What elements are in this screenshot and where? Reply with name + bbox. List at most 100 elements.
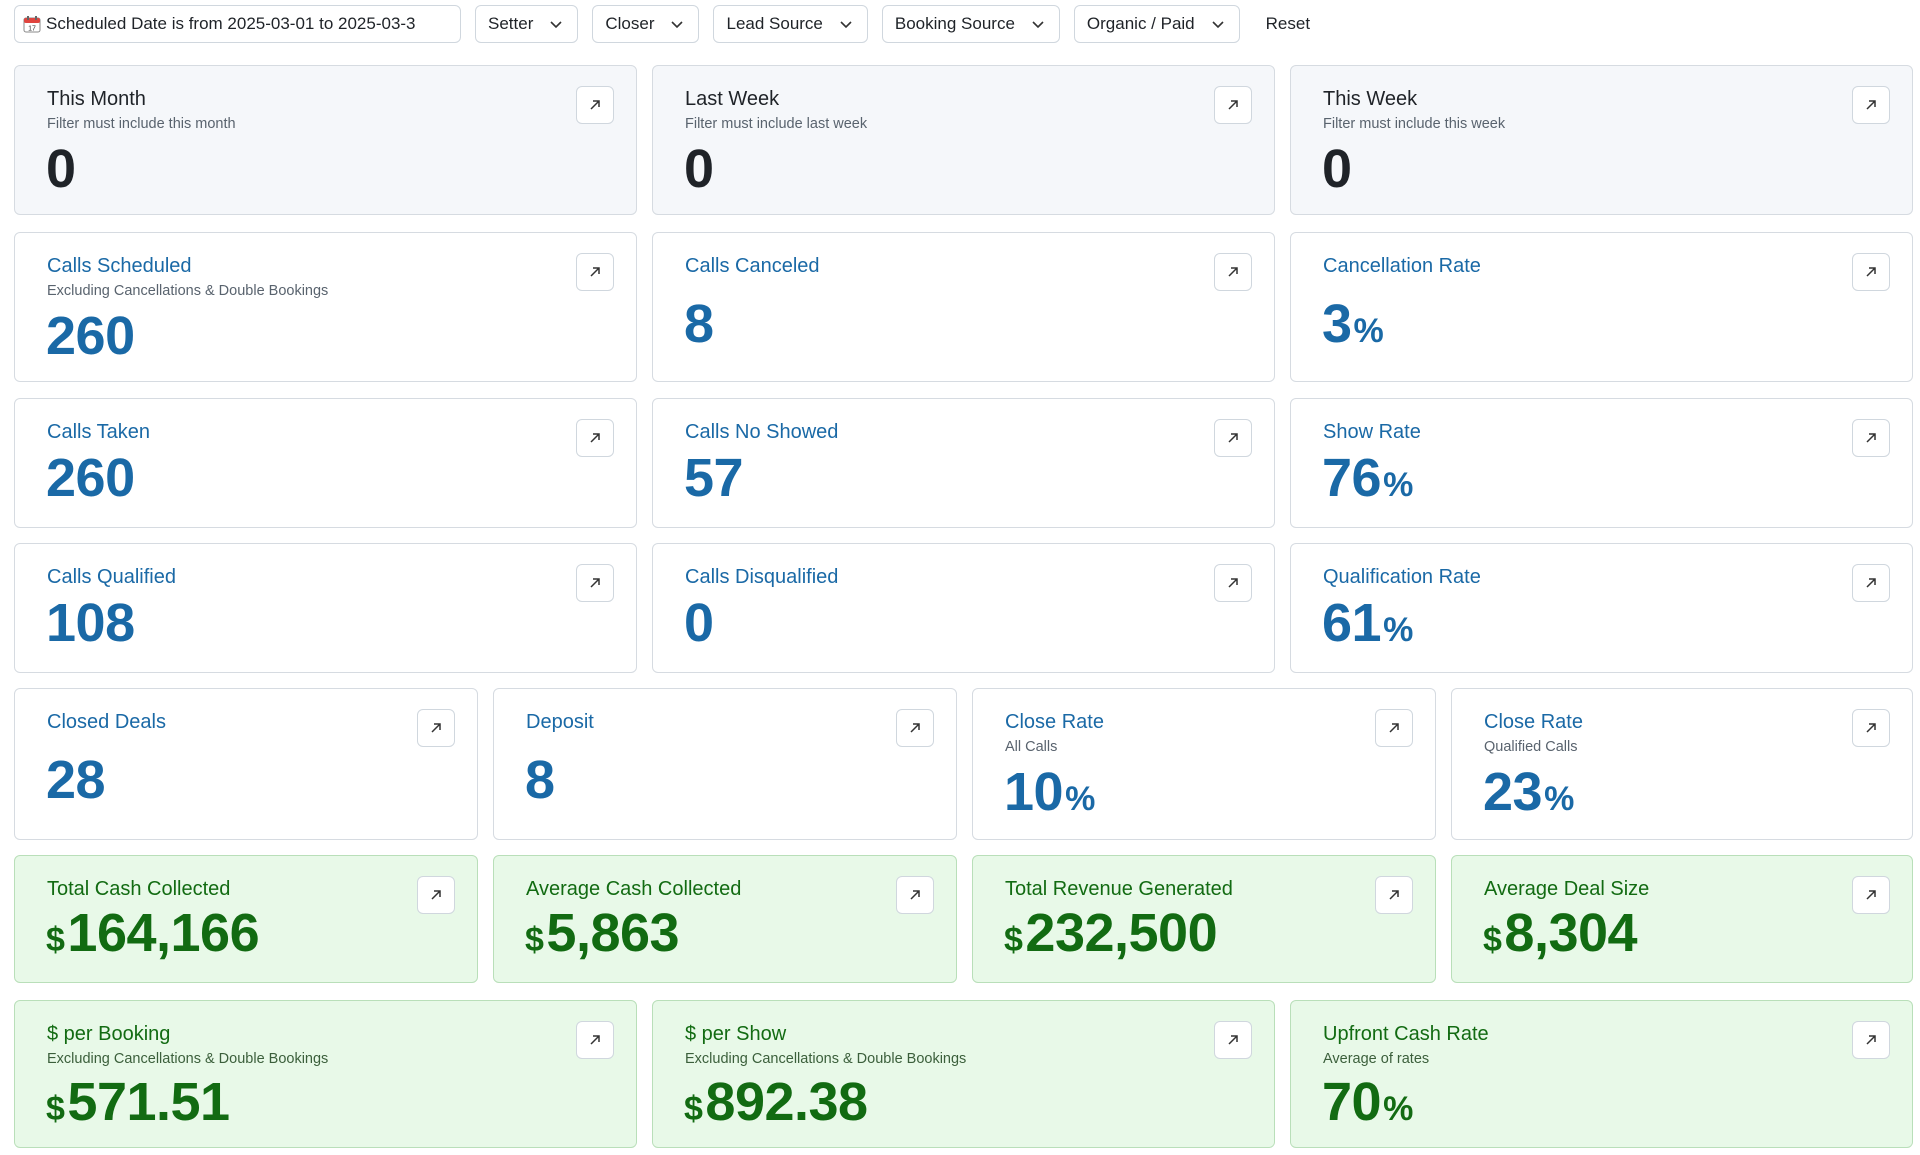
card-show-rate: Show Rate 76% <box>1290 398 1913 528</box>
open-card-button[interactable] <box>896 876 934 914</box>
currency-symbol: $ <box>1483 921 1502 959</box>
open-card-button[interactable] <box>896 709 934 747</box>
card-last-week: Last Week Filter must include last week … <box>652 65 1275 215</box>
arrow-up-right-icon <box>1866 723 1876 733</box>
card-title: Calls Disqualified <box>685 566 839 588</box>
percent-unit: % <box>1065 780 1095 818</box>
open-card-button[interactable] <box>1214 564 1252 602</box>
organic-paid-filter-label: Organic / Paid <box>1086 14 1195 33</box>
arrow-up-right-icon <box>1228 267 1238 277</box>
card-title: Average Cash Collected <box>526 878 742 900</box>
currency-symbol: $ <box>1004 921 1023 959</box>
card-total-cash-collected: Total Cash Collected $164,166 <box>14 855 478 983</box>
currency-symbol: $ <box>46 1090 65 1128</box>
arrow-up-right-icon <box>590 433 600 443</box>
setter-filter[interactable]: Setter <box>475 5 579 43</box>
value-number: 76 <box>1322 448 1382 508</box>
chevron-down-icon <box>550 21 562 29</box>
open-card-button[interactable] <box>576 419 614 457</box>
card-value: 0 <box>1322 139 1352 199</box>
card-value: $5,863 <box>525 906 680 960</box>
card-title: Close Rate <box>1484 711 1583 733</box>
percent-unit: % <box>1544 780 1574 818</box>
open-card-button[interactable] <box>576 86 614 124</box>
arrow-up-right-icon <box>1228 433 1238 443</box>
calendar-icon: 17 <box>23 16 41 33</box>
card-value: 28 <box>46 750 106 810</box>
open-card-button[interactable] <box>417 709 455 747</box>
arrow-up-right-icon <box>1228 100 1238 110</box>
card-title: Close Rate <box>1005 711 1104 733</box>
card-subtitle: Excluding Cancellations & Double Booking… <box>47 1051 329 1067</box>
closer-filter[interactable]: Closer <box>592 5 700 43</box>
card-title: Closed Deals <box>47 711 166 733</box>
card-value: 70% <box>1322 1075 1413 1129</box>
open-card-button[interactable] <box>1852 564 1890 602</box>
card-title: Last Week <box>685 88 780 110</box>
card-title: Cancellation Rate <box>1323 255 1481 277</box>
card-value: 61% <box>1322 596 1413 650</box>
date-range-filter[interactable]: 17 Scheduled Date is from 2025-03-01 to … <box>14 5 461 43</box>
organic-paid-filter[interactable]: Organic / Paid <box>1073 5 1240 43</box>
open-card-button[interactable] <box>1852 419 1890 457</box>
value-number: 232,500 <box>1025 903 1218 963</box>
filter-bar: 17 Scheduled Date is from 2025-03-01 to … <box>14 5 1322 43</box>
open-card-button[interactable] <box>1852 709 1890 747</box>
value-number: 3 <box>1322 294 1352 354</box>
lead-source-filter-label: Lead Source <box>726 14 823 33</box>
booking-source-filter[interactable]: Booking Source <box>881 5 1060 43</box>
percent-unit: % <box>1383 466 1413 504</box>
reset-button[interactable]: Reset <box>1265 14 1311 33</box>
card-title: Calls No Showed <box>685 421 839 443</box>
card-value: 76% <box>1322 451 1413 505</box>
open-card-button[interactable] <box>576 253 614 291</box>
card-value: 0 <box>684 139 714 199</box>
chevron-down-icon <box>1032 21 1044 29</box>
open-card-button[interactable] <box>1375 876 1413 914</box>
open-card-button[interactable] <box>576 564 614 602</box>
arrow-up-right-icon <box>1866 100 1876 110</box>
open-card-button[interactable] <box>417 876 455 914</box>
card-subtitle: Average of rates <box>1323 1051 1430 1067</box>
card-total-revenue-generated: Total Revenue Generated $232,500 <box>972 855 1436 983</box>
card-title: This Month <box>47 88 146 110</box>
value-number: 164,166 <box>67 903 260 963</box>
open-card-button[interactable] <box>1852 876 1890 914</box>
open-card-button[interactable] <box>1214 1021 1252 1059</box>
card-subtitle: Qualified Calls <box>1484 739 1578 755</box>
card-calls-qualified: Calls Qualified 108 <box>14 543 637 673</box>
open-card-button[interactable] <box>1214 86 1252 124</box>
card-calls-taken: Calls Taken 260 <box>14 398 637 528</box>
open-card-button[interactable] <box>1852 86 1890 124</box>
card-title: Average Deal Size <box>1484 878 1650 900</box>
arrow-up-right-icon <box>1866 578 1876 588</box>
card-title: Total Cash Collected <box>47 878 231 900</box>
chevron-down-icon <box>671 21 684 29</box>
open-card-button[interactable] <box>1852 253 1890 291</box>
arrow-up-right-icon <box>1866 890 1876 900</box>
arrow-up-right-icon <box>590 100 600 110</box>
chevron-down-icon <box>1212 21 1224 29</box>
value-number: 571.51 <box>67 1072 230 1132</box>
card-subtitle: Excluding Cancellations & Double Booking… <box>47 283 329 299</box>
open-card-button[interactable] <box>1852 1021 1890 1059</box>
open-card-button[interactable] <box>1375 709 1413 747</box>
card-value: 260 <box>46 448 135 508</box>
card-subtitle: Excluding Cancellations & Double Booking… <box>685 1051 967 1067</box>
arrow-up-right-icon <box>1866 267 1876 277</box>
percent-unit: % <box>1353 312 1384 350</box>
arrow-up-right-icon <box>431 723 441 733</box>
card-value: 0 <box>684 593 714 653</box>
setter-filter-label: Setter <box>488 14 534 33</box>
open-card-button[interactable] <box>1214 419 1252 457</box>
value-number: 8,304 <box>1504 903 1638 963</box>
card-close-rate-all: Close Rate All Calls 10% <box>972 688 1436 840</box>
arrow-up-right-icon <box>1389 890 1399 900</box>
value-number: 892.38 <box>705 1072 868 1132</box>
value-number: 70 <box>1322 1072 1382 1132</box>
card-value: $232,500 <box>1004 903 1218 963</box>
open-card-button[interactable] <box>1214 253 1252 291</box>
open-card-button[interactable] <box>576 1021 614 1059</box>
currency-symbol: $ <box>46 921 65 959</box>
lead-source-filter[interactable]: Lead Source <box>713 5 868 43</box>
